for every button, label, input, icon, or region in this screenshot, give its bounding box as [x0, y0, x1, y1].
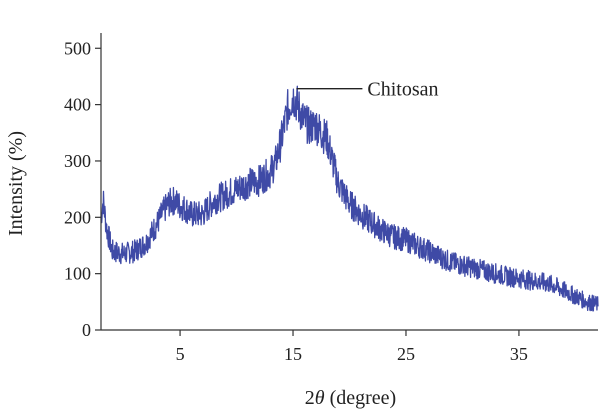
x-axis-title: 2θ (degree): [305, 387, 396, 409]
y-axis-title: Intensity (%): [5, 131, 27, 236]
x-tick-label: 15: [284, 344, 302, 364]
y-tick-label: 0: [82, 320, 91, 340]
annotation-chitosan: Chitosan: [367, 79, 438, 101]
x-tick-label: 5: [176, 344, 185, 364]
y-tick-label: 300: [64, 151, 91, 171]
x-axis-title-theta: θ: [315, 387, 325, 409]
y-axis-ticks: 0 100 200 300 400 500: [64, 38, 101, 340]
y-tick-label: 400: [64, 95, 91, 115]
y-tick-label: 200: [64, 207, 91, 227]
x-axis-ticks: 5 15 25 35: [176, 330, 528, 364]
x-axis-title-prefix: 2: [305, 387, 315, 409]
x-axis-title-suffix: (degree): [325, 387, 397, 409]
y-tick-label: 500: [64, 38, 91, 58]
x-tick-label: 35: [510, 344, 528, 364]
x-tick-label: 25: [397, 344, 415, 364]
y-tick-label: 100: [64, 264, 91, 284]
series-line-chitosan: [100, 85, 599, 312]
